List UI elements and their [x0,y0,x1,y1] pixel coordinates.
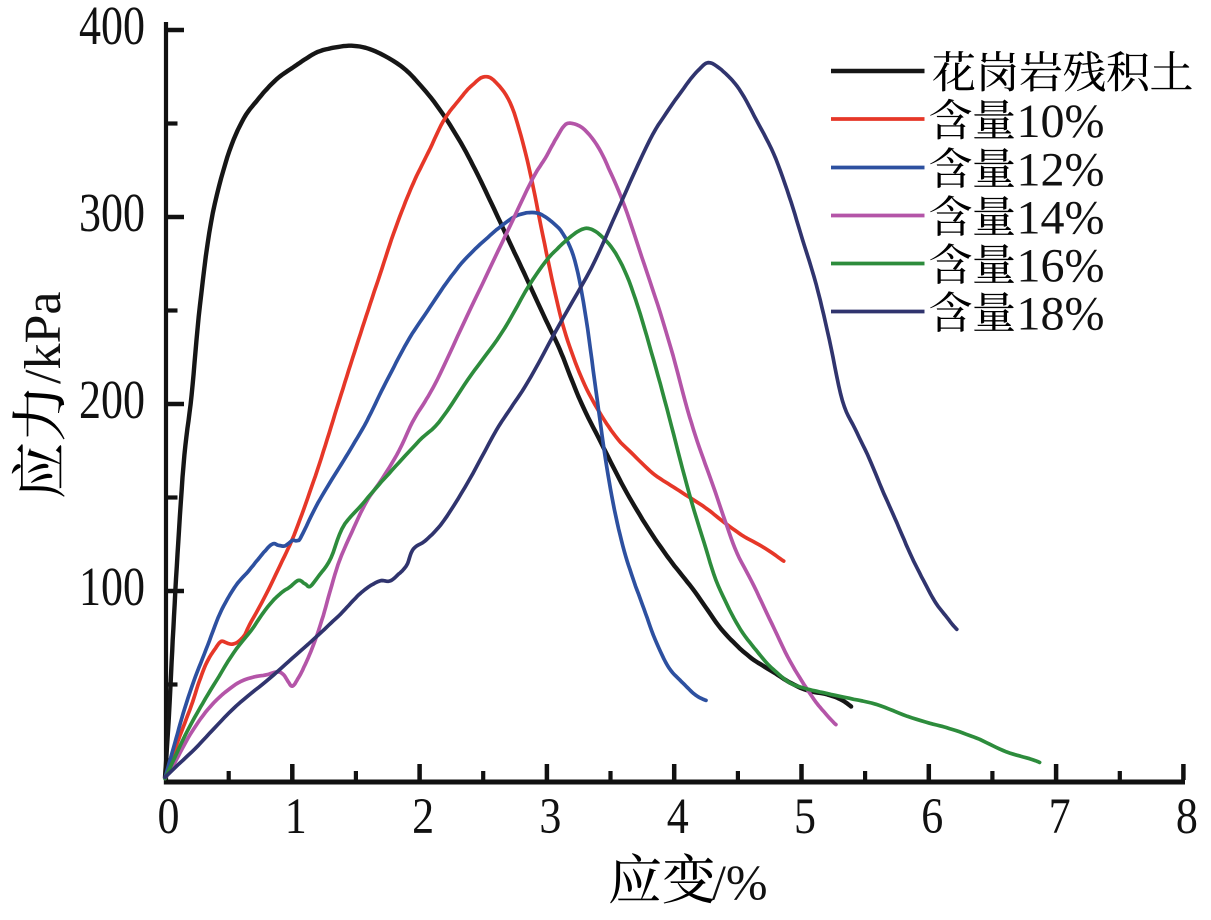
svg-text:18%: 18% [1017,288,1105,341]
svg-text:100: 100 [79,556,145,617]
svg-text:14%: 14% [1017,192,1105,245]
svg-text:0: 0 [158,789,180,845]
svg-text:1: 1 [285,789,307,845]
svg-text:2: 2 [412,789,434,845]
svg-text:300: 300 [79,182,145,243]
svg-text:4: 4 [667,789,689,845]
svg-text:6: 6 [921,789,943,845]
svg-text:10%: 10% [1017,95,1105,148]
svg-text:7: 7 [1049,789,1071,845]
svg-text:200: 200 [79,369,145,430]
svg-text:12%: 12% [1017,144,1105,197]
svg-text:/%: /% [712,854,768,910]
svg-text:5: 5 [794,789,816,845]
svg-text:400: 400 [79,0,145,56]
svg-text:/kPa: /kPa [15,292,72,384]
svg-text:8: 8 [1176,789,1198,845]
svg-text:16%: 16% [1017,240,1105,293]
svg-text:3: 3 [539,789,561,845]
